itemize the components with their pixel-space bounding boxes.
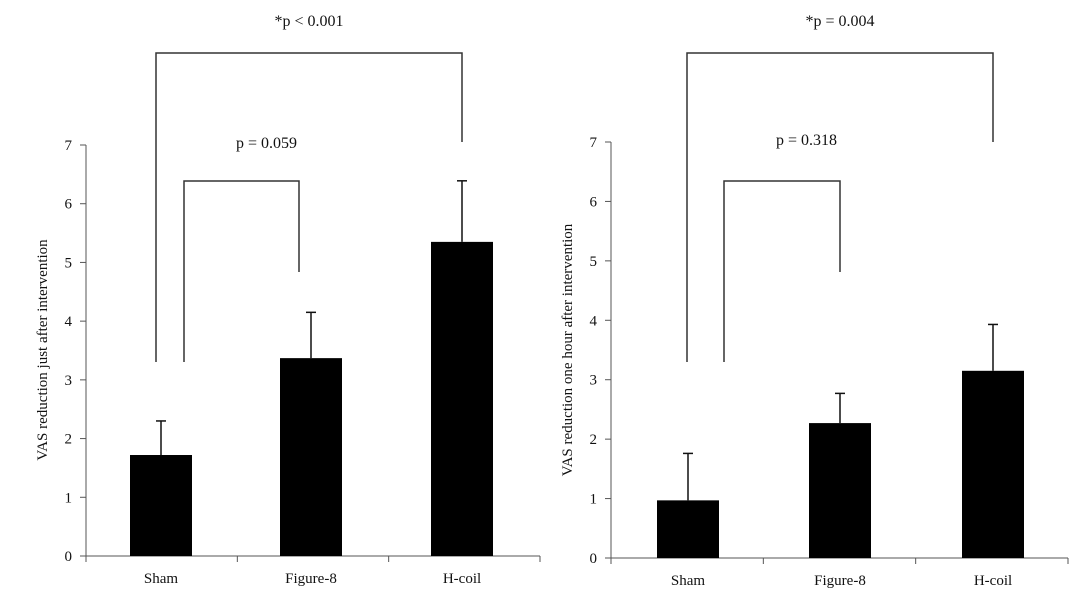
x-category-label: Figure-8 <box>814 573 866 589</box>
p-value-text: p = 0.059 <box>236 135 297 152</box>
significance-bracket <box>155 52 463 362</box>
p-value-text: p < 0.001 <box>282 13 343 30</box>
bar-h-coil <box>962 370 1024 558</box>
y-tick-label: 1 <box>65 490 73 506</box>
bar-figure-8 <box>280 358 342 556</box>
bar-figure-8 <box>809 423 871 558</box>
bar-sham <box>657 500 719 558</box>
x-category-label: H-coil <box>443 571 481 587</box>
p-value-annotation: *p = 0.004 <box>805 13 874 30</box>
p-value-annotation: p = 0.059 <box>236 135 297 152</box>
x-category-label: Figure-8 <box>285 571 337 587</box>
y-tick-label: 7 <box>590 135 598 151</box>
bar-h-coil <box>431 241 493 556</box>
significance-bracket <box>183 180 300 362</box>
y-tick-label: 7 <box>65 138 73 154</box>
x-category-label: H-coil <box>974 573 1012 589</box>
y-tick-label: 5 <box>590 254 598 270</box>
bar-sham <box>130 455 192 556</box>
y-tick-label: 0 <box>590 551 598 567</box>
y-tick-label: 5 <box>65 255 73 271</box>
significance-star: * <box>805 13 813 30</box>
y-tick-label: 6 <box>590 194 598 210</box>
p-value-annotation: *p < 0.001 <box>274 13 343 30</box>
significance-star: * <box>274 13 282 30</box>
p-value-text: p = 0.318 <box>776 132 837 149</box>
y-tick-label: 2 <box>590 432 598 448</box>
y-tick-label: 3 <box>590 373 598 389</box>
y-tick-label: 0 <box>65 549 73 565</box>
significance-bracket <box>723 180 841 362</box>
y-tick-label: 2 <box>65 432 73 448</box>
y-tick-label: 3 <box>65 373 73 389</box>
y-tick-label: 1 <box>590 492 598 508</box>
y-axis-title: VAS reduction one hour after interventio… <box>560 223 576 476</box>
right-chart-panel: 0 1 2 3 4 5 6 7 Sham Figure-8 H-coil VAS reduction … <box>560 13 1069 589</box>
p-value-annotation: p = 0.318 <box>776 132 837 149</box>
x-category-label: Sham <box>144 571 179 587</box>
significance-bracket <box>686 52 994 362</box>
y-tick-label: 4 <box>65 314 73 330</box>
x-category-label: Sham <box>671 573 706 589</box>
y-tick-label: 6 <box>65 197 73 213</box>
left-chart-panel: 0 1 2 3 4 5 6 7 Sham Figure-8 H-coil VAS reduction … <box>35 13 541 587</box>
y-axis-title: VAS reduction just after intervention <box>35 239 51 461</box>
y-tick-label: 4 <box>590 313 598 329</box>
p-value-text: p = 0.004 <box>813 13 874 30</box>
